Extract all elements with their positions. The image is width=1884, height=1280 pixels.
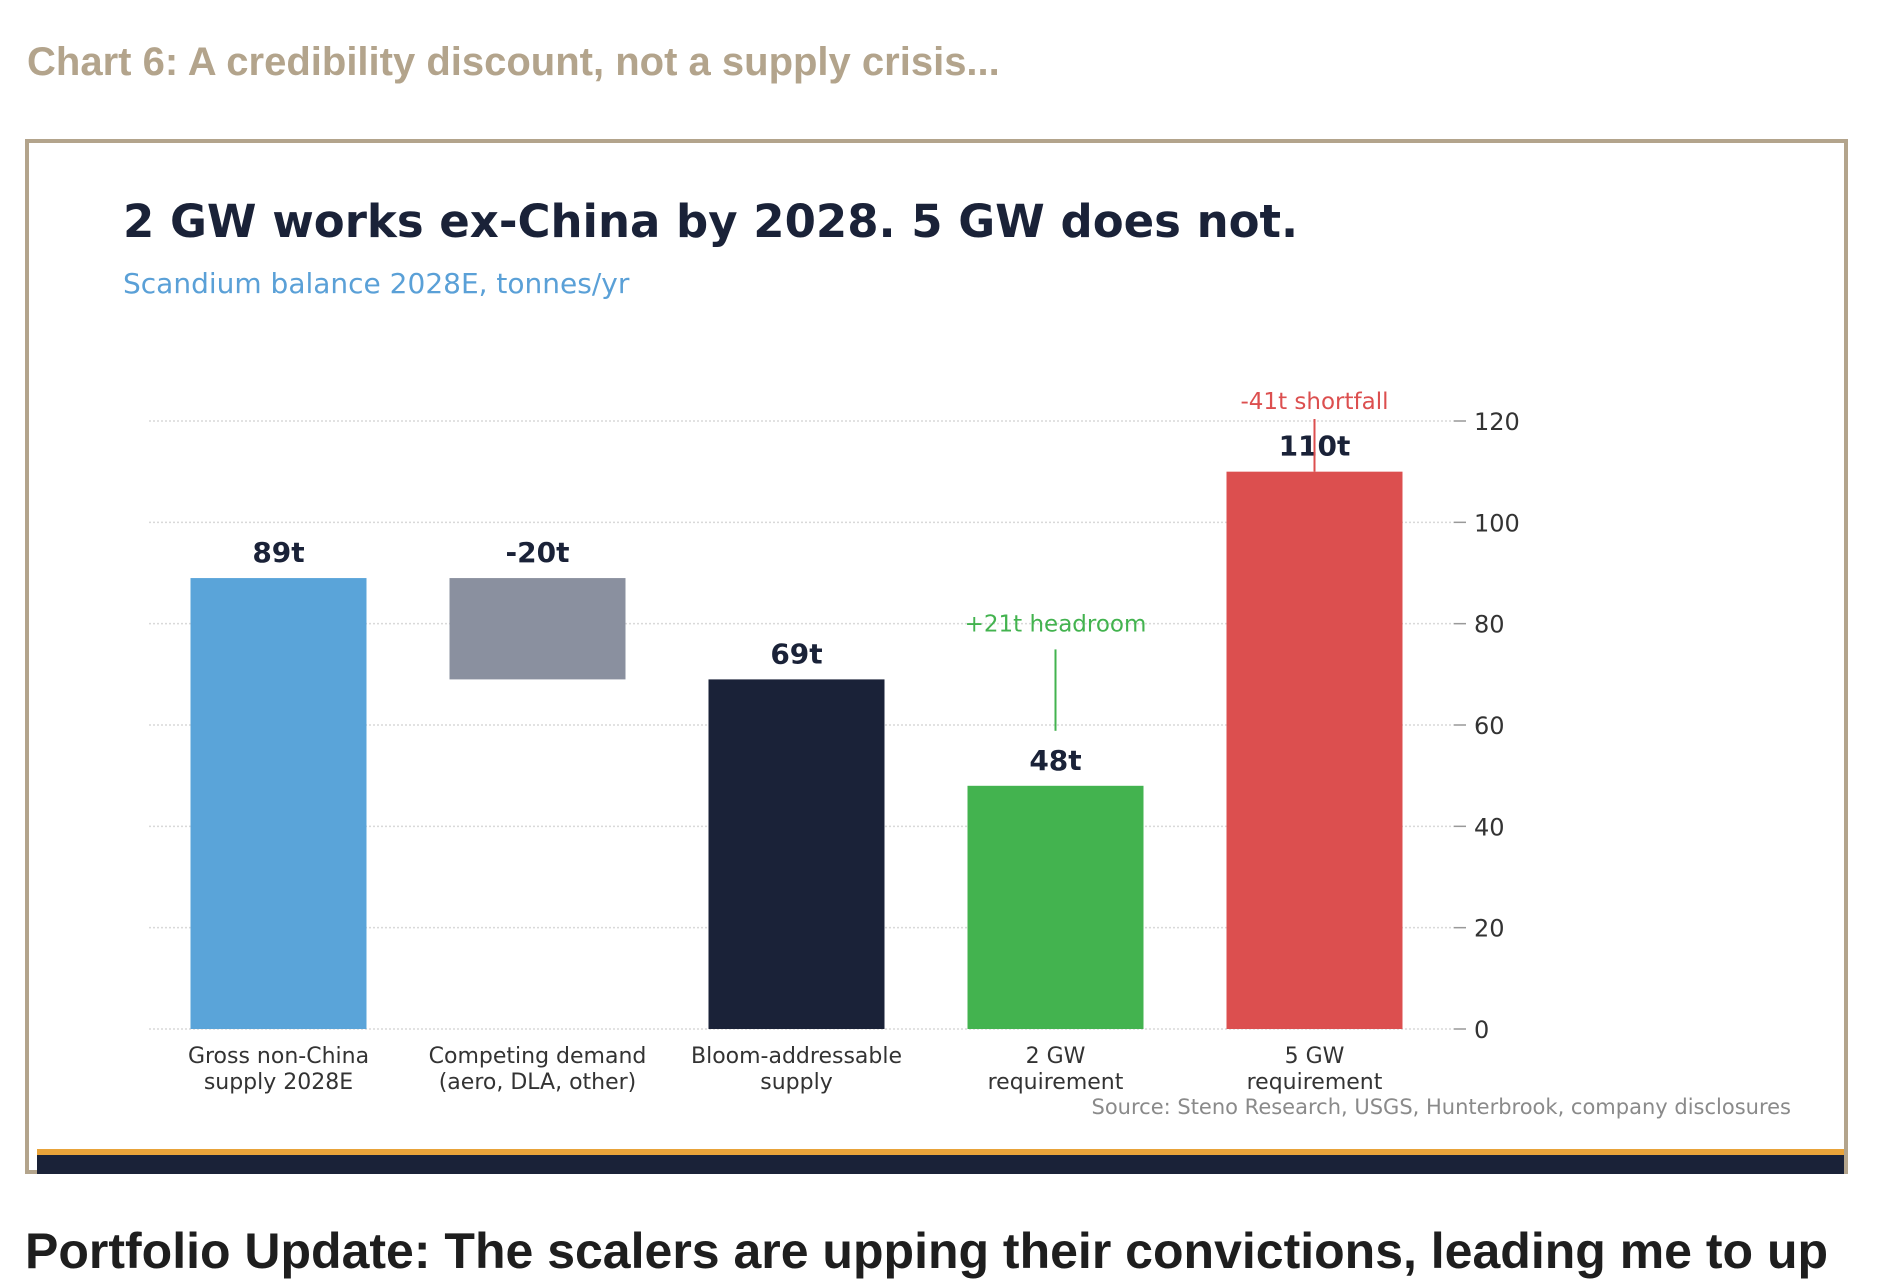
footer-accent-stripe [37,1149,1844,1155]
y-tick-label: 20 [1474,915,1505,943]
y-tick-label: 100 [1474,509,1520,537]
chart-caption: Chart 6: A credibility discount, not a s… [27,40,1000,84]
bar-1 [190,578,367,1029]
x-category-label: Competing demand [429,1044,647,1069]
y-tick-label: 0 [1474,1016,1489,1044]
article-heading: Portfolio Update: The scalers are upping… [25,1223,1829,1279]
chart-subtitle: Scandium balance 2028E, tonnes/yr [123,267,630,300]
x-category-label: supply [760,1070,832,1095]
bar-4 [967,785,1144,1029]
source-note: Source: Steno Research, USGS, Hunterbroo… [1091,1095,1791,1119]
x-category-label: requirement [988,1070,1124,1095]
x-category-label: supply 2028E [204,1070,353,1095]
bar-value-label: 69t [770,637,822,670]
bar-5 [1226,471,1403,1030]
footer-band [37,1155,1844,1174]
bar-value-label: 89t [252,536,304,569]
x-category-label: Gross non-China [188,1044,369,1069]
y-tick-label: 40 [1474,813,1505,841]
x-category-label: (aero, DLA, other) [439,1070,637,1095]
shortfall-annotation: -41t shortfall [1241,389,1389,415]
y-tick-label: 120 [1474,408,1520,436]
bar-value-label: 48t [1029,744,1081,777]
y-tick-label: 60 [1474,712,1505,740]
bar-value-label: -20t [506,536,570,569]
x-category-label: requirement [1247,1070,1383,1095]
x-category-label: Bloom-addressable [691,1044,902,1069]
x-category-label: 5 GW [1285,1044,1345,1069]
y-tick-label: 80 [1474,611,1505,639]
headroom-annotation: +21t headroom [965,611,1147,637]
chart-title: 2 GW works ex-China by 2028. 5 GW does n… [123,195,1299,248]
chart-figure: 2 GW works ex-China by 2028. 5 GW does n… [25,139,1848,1174]
bar-3 [708,679,885,1029]
x-category-label: 2 GW [1026,1044,1086,1069]
bar-2 [449,578,626,680]
